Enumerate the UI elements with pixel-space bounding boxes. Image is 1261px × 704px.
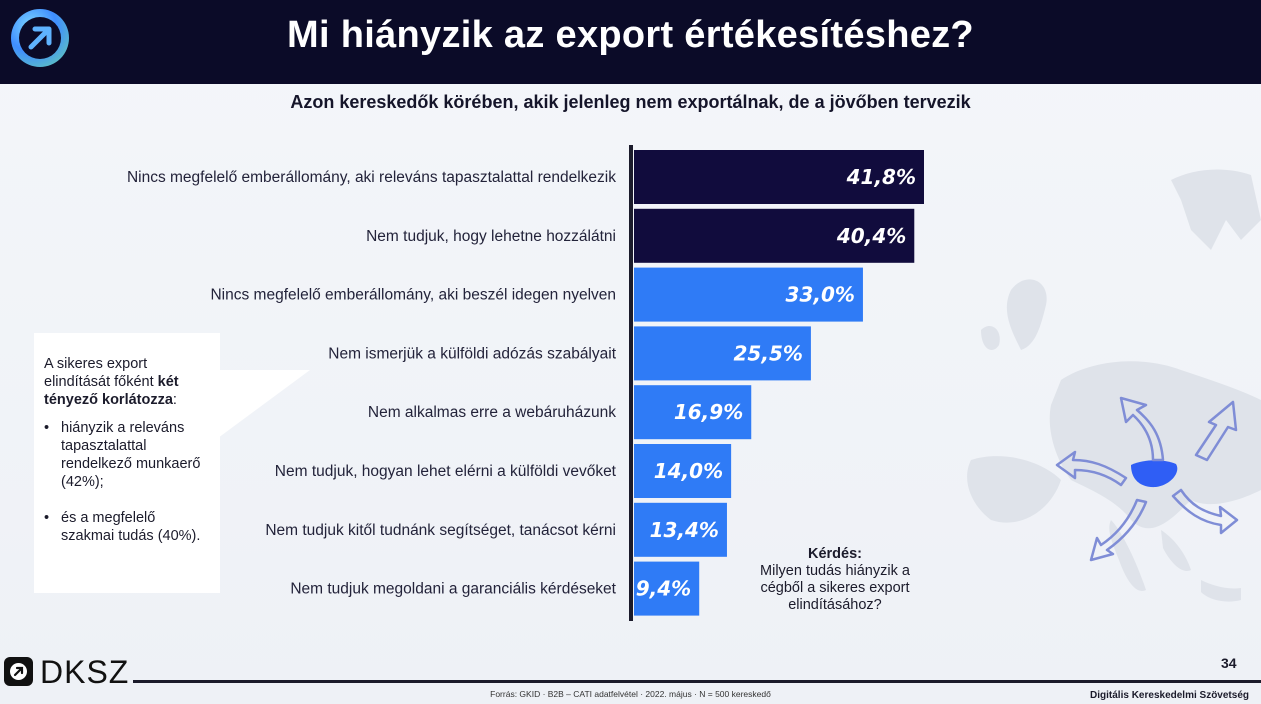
- category-label: Nem tudjuk kitől tudnánk segítséget, tan…: [265, 522, 616, 539]
- category-label: Nem alkalmas erre a webáruházunk: [368, 404, 616, 421]
- value-label: 13,4%: [650, 518, 719, 542]
- value-label: 41,8%: [846, 165, 916, 189]
- dksz-logo-icon: [4, 657, 33, 686]
- category-label: Nem tudjuk megoldani a garanciális kérdé…: [290, 581, 616, 598]
- value-label: 16,9%: [674, 400, 743, 424]
- bar: [634, 150, 924, 204]
- europe-map-icon: [967, 169, 1261, 602]
- page-subtitle: Azon kereskedők körében, akik jelenleg n…: [290, 92, 971, 112]
- category-label: Nincs megfelelő emberállomány, aki relev…: [127, 169, 616, 186]
- bar: [634, 444, 732, 498]
- callout-pointer: [218, 370, 310, 438]
- bar: [634, 208, 915, 263]
- callout-item: és a megfelelő szakmai tudás (40%).: [44, 509, 212, 545]
- source-note: Forrás: GKID · B2B – CATI adatfelvétel ·…: [490, 689, 771, 699]
- category-label: Nem tudjuk, hogyan lehet elérni a külföl…: [275, 463, 617, 480]
- value-label: 14,0%: [654, 459, 723, 483]
- category-label: Nem tudjuk, hogy lehetne hozzálátni: [366, 228, 616, 245]
- callout-list: hiányzik a releváns tapasztalattal rende…: [44, 419, 212, 545]
- footer-divider: [133, 680, 1261, 683]
- question-text: Milyen tudás hiányzik a cégből a sikeres…: [760, 563, 910, 613]
- bar: [634, 385, 752, 440]
- arrow-up-right-icon: [11, 9, 69, 67]
- dksz-logo: DKSZ: [4, 654, 129, 690]
- bar: [634, 561, 700, 616]
- question-note: Kérdés: Milyen tudás hiányzik a cégből a…: [742, 546, 928, 614]
- y-axis-line: [629, 145, 633, 621]
- value-label: 25,5%: [734, 341, 803, 365]
- callout-item: hiányzik a releváns tapasztalattal rende…: [44, 419, 212, 491]
- question-label: Kérdés:: [808, 546, 862, 562]
- organization-name: Digitális Kereskedelmi Szövetség: [1090, 690, 1249, 701]
- bar: [634, 267, 863, 322]
- logo-text: DKSZ: [40, 654, 130, 690]
- category-label: Nem ismerjük a külföldi adózás szabályai…: [328, 345, 616, 362]
- bar: [634, 326, 811, 381]
- callout-intro: A sikeres export elindítását főként két …: [44, 356, 179, 408]
- callout-box: A sikeres export elindítását főként két …: [34, 333, 220, 593]
- bar: [634, 502, 727, 557]
- page-title: Mi hiányzik az export értékesítéshez?: [287, 14, 974, 56]
- category-label: Nincs megfelelő emberállomány, aki beszé…: [210, 287, 616, 304]
- header-bar: Mi hiányzik az export értékesítéshez?: [0, 0, 1261, 84]
- value-label: 40,4%: [836, 224, 906, 248]
- page-number: 34: [1221, 655, 1237, 671]
- value-label: 33,0%: [786, 283, 855, 307]
- value-label: 9,4%: [636, 577, 691, 601]
